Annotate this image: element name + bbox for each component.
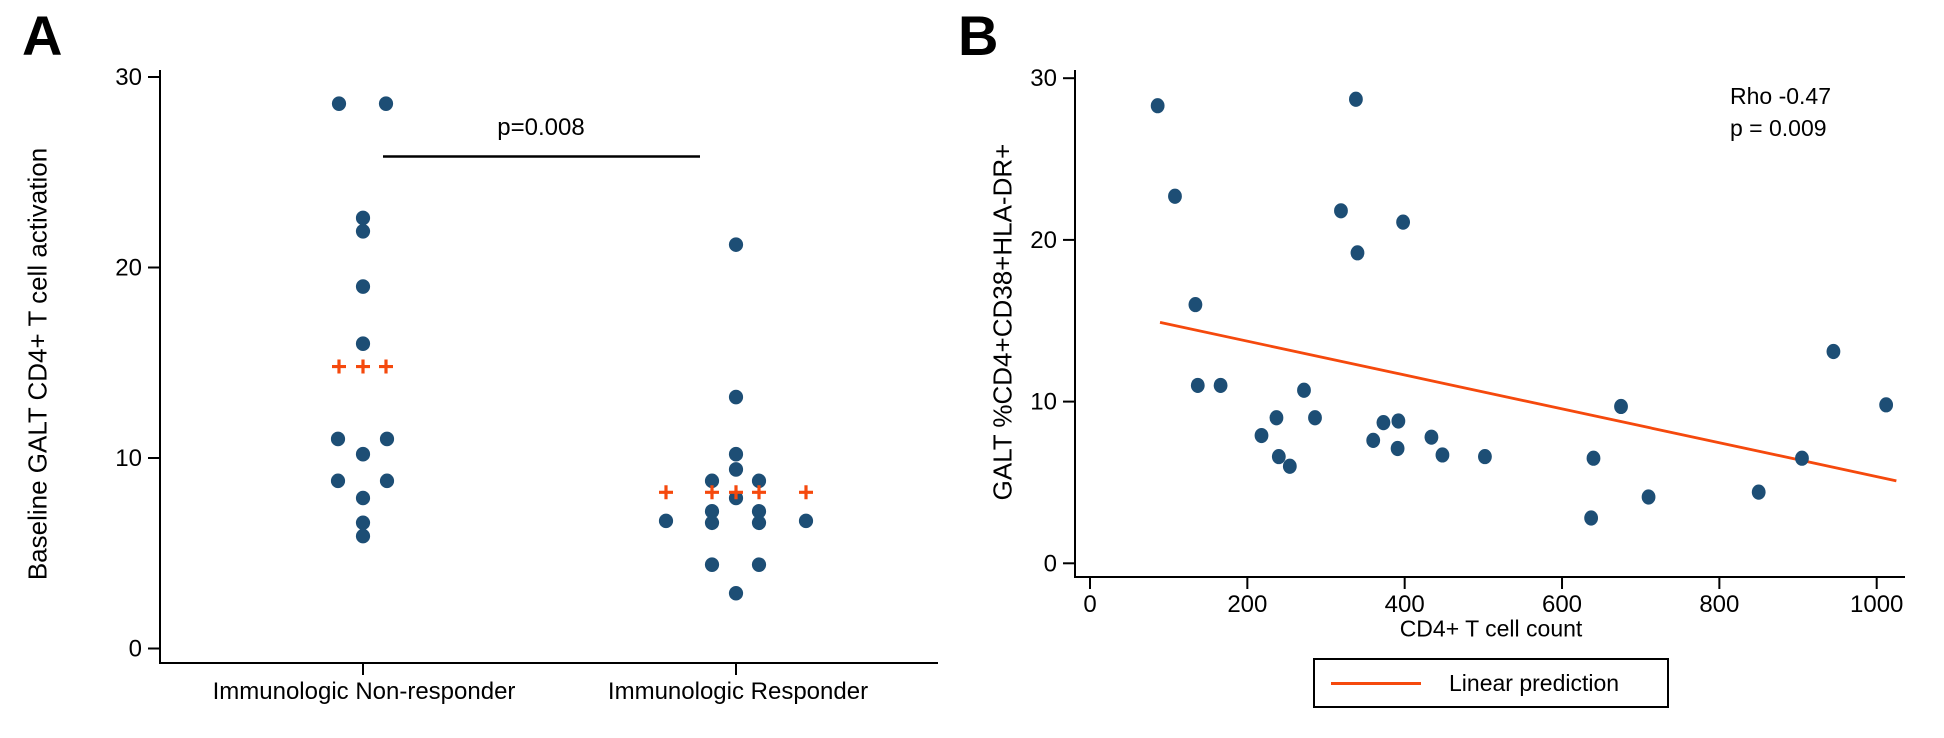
data-point: [355, 279, 371, 294]
linear-prediction-line: [1159, 320, 1897, 483]
data-point: [1254, 427, 1269, 444]
data-point: [1297, 382, 1311, 398]
mean-plus-marker: [729, 485, 743, 500]
linear-prediction-line-swatch: [1331, 681, 1421, 685]
data-point: [751, 473, 767, 489]
panel-a-y-tick-label: 20: [115, 255, 142, 282]
data-point: [1478, 448, 1492, 465]
data-point: [1350, 245, 1365, 261]
data-point: [1614, 398, 1628, 415]
panel-a-label: A: [22, 4, 63, 67]
data-point: [330, 431, 346, 447]
panel-b-y-tick-label: 10: [1030, 389, 1057, 416]
data-point: [330, 473, 346, 489]
mean-plus-marker: [659, 485, 673, 500]
data-point: [355, 224, 371, 239]
data-point: [1795, 450, 1809, 466]
panel-b-label: B: [958, 4, 999, 67]
p-value-annotation: p=0.008: [497, 114, 585, 141]
panel-b-x-tick-label: 200: [1227, 591, 1267, 618]
data-point: [1879, 397, 1894, 413]
data-point: [751, 515, 767, 531]
data-point: [355, 336, 371, 352]
data-point: [704, 473, 720, 489]
rho-annotation: Rho -0.47: [1730, 83, 1832, 109]
mean-plus-marker: [379, 359, 393, 374]
panel-b-x-tick-label: 600: [1542, 591, 1582, 618]
panel-a-y-tick-label: 30: [115, 64, 142, 91]
data-point: [1584, 510, 1599, 526]
data-point: [1826, 343, 1841, 360]
category-label-non-responder: Immunologic Non-responder: [212, 678, 516, 705]
data-point: [728, 462, 744, 477]
data-point: [355, 528, 371, 544]
panel-b-y-tick-label: 30: [1030, 65, 1057, 92]
data-point: [1190, 377, 1205, 394]
legend: Linear prediction: [1313, 658, 1669, 708]
mean-plus-marker: [752, 485, 766, 500]
panel-a-y-axis-title: Baseline GALT CD4+ T cell activation: [22, 147, 53, 581]
panel-a-y-tick-label: 0: [129, 636, 142, 663]
legend-label: Linear prediction: [1449, 669, 1620, 696]
mean-plus-marker: [356, 359, 370, 374]
mean-plus-marker: [799, 485, 813, 500]
data-point: [1390, 440, 1405, 457]
data-point: [1391, 413, 1406, 429]
data-point: [728, 237, 744, 252]
panel-b-axes: [1074, 70, 1905, 578]
panel-b-x-tick-label: 800: [1699, 591, 1739, 618]
data-point: [331, 96, 347, 111]
data-point: [1308, 410, 1322, 426]
panel-b-x-axis-title: CD4+ T cell count: [1399, 615, 1583, 642]
data-point: [379, 431, 395, 447]
data-point: [379, 473, 395, 489]
panel-b-x-tick-label: 400: [1385, 591, 1425, 618]
data-point: [355, 515, 371, 531]
p-value-annotation-b: p = 0.009: [1730, 115, 1827, 141]
data-point: [728, 389, 744, 405]
data-point: [1188, 296, 1203, 313]
data-point: [704, 504, 720, 519]
data-point: [798, 513, 814, 529]
data-point: [1435, 447, 1450, 463]
panel-b-x-tick-label: 0: [1083, 591, 1096, 618]
data-point: [355, 210, 371, 226]
data-point: [1282, 458, 1297, 474]
data-point: [1586, 450, 1601, 466]
panel-a-y-tick-label: 10: [115, 445, 142, 472]
data-point: [728, 446, 744, 462]
data-point: [751, 504, 767, 519]
data-point: [1168, 188, 1182, 204]
data-point: [1396, 214, 1411, 230]
data-point: [1366, 432, 1381, 449]
data-point: [355, 490, 371, 506]
data-point: [1376, 415, 1391, 431]
data-point: [704, 557, 720, 572]
data-point: [658, 513, 674, 529]
data-point: [1424, 429, 1439, 445]
data-point: [378, 96, 394, 111]
panel-a-axes: [159, 70, 938, 664]
data-point: [1150, 98, 1165, 114]
category-label-responder: Immunologic Responder: [607, 678, 869, 705]
data-point: [1271, 448, 1286, 465]
panel-b-y-axis-title: GALT %CD4+CD38+HLA-DR+: [987, 143, 1018, 501]
panel-b-y-tick-label: 20: [1030, 227, 1057, 254]
panel-b-x-tick-label: 1000: [1850, 591, 1903, 618]
data-point: [1334, 203, 1348, 219]
data-point: [1269, 410, 1284, 426]
data-point: [751, 557, 767, 572]
data-point: [355, 446, 371, 462]
panel-b-y-tick-label: 0: [1044, 550, 1057, 577]
data-point: [728, 585, 744, 601]
data-point: [1213, 377, 1228, 394]
mean-plus-marker: [705, 485, 719, 500]
data-point: [1751, 484, 1766, 500]
mean-plus-marker: [332, 359, 346, 374]
data-point: [1641, 489, 1656, 505]
data-point: [704, 515, 720, 531]
data-point: [1349, 91, 1363, 107]
